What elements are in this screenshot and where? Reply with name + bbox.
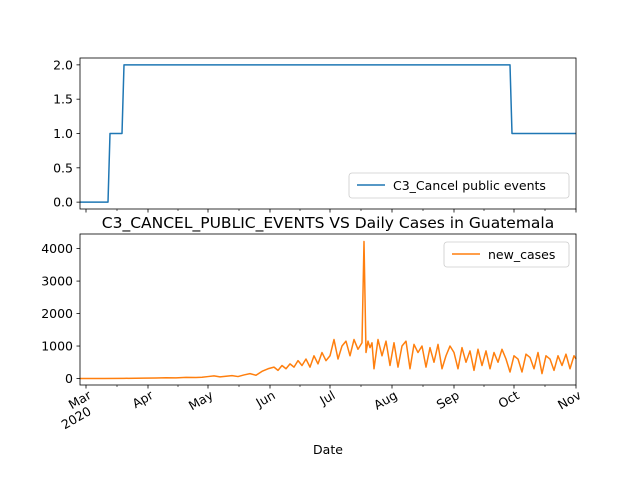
y-tick-label: 0 bbox=[65, 371, 73, 386]
y-tick-label: 0.0 bbox=[53, 195, 73, 210]
bottom-chart-title: C3_CANCEL_PUBLIC_EVENTS VS Daily Cases i… bbox=[102, 214, 554, 233]
x-axis-label: Date bbox=[313, 442, 343, 457]
bottom-panel-frame bbox=[79, 233, 577, 386]
top-panel-ticks: 0.0 0.5 1.0 1.5 2.0 bbox=[53, 57, 577, 213]
y-tick-label: 3000 bbox=[41, 274, 73, 289]
top-panel-lines bbox=[80, 64, 576, 203]
y-tick-label: 2.0 bbox=[53, 57, 73, 72]
bottom-legend-label: new_cases bbox=[488, 247, 555, 262]
y-tick-label: 0.5 bbox=[53, 160, 73, 175]
bottom-panel-legend: new_cases bbox=[443, 241, 570, 268]
bottom-legend-box bbox=[443, 241, 570, 268]
top-panel-frame bbox=[79, 57, 577, 210]
top-legend-box bbox=[348, 172, 570, 199]
y-tick-label: 2000 bbox=[41, 306, 73, 321]
y-tick-label: 4000 bbox=[41, 241, 73, 256]
top-panel-legend: C3_Cancel public events bbox=[348, 172, 570, 199]
y-tick-label: 1000 bbox=[41, 339, 73, 354]
y-tick-label: 1.5 bbox=[53, 92, 73, 107]
x-tick-label: Jul bbox=[316, 387, 337, 408]
top-legend-label: C3_Cancel public events bbox=[393, 178, 546, 193]
series-line-c3-cancel-public-events bbox=[80, 64, 576, 203]
y-tick-label: 1.0 bbox=[53, 126, 73, 141]
series-line-new-cases bbox=[80, 240, 577, 380]
top-panel: 0.0 0.5 1.0 1.5 2.0 C3_Cancel public events bbox=[53, 57, 577, 213]
bottom-panel-lines bbox=[80, 240, 577, 380]
